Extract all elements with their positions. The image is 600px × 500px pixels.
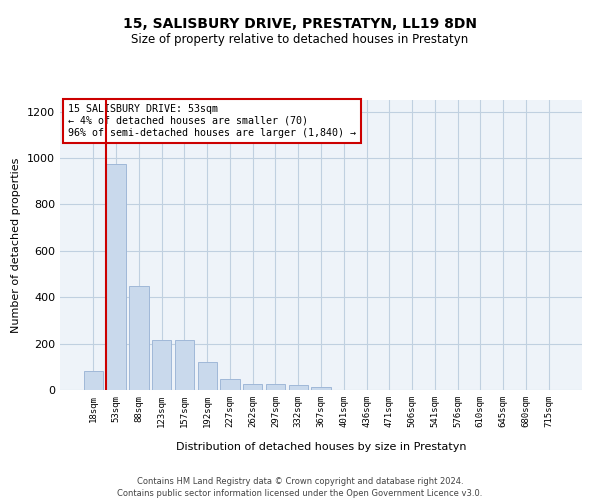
Bar bbox=[311, 387, 331, 390]
Bar bbox=[106, 164, 126, 390]
Bar bbox=[175, 340, 194, 390]
Bar bbox=[289, 386, 308, 390]
Bar bbox=[266, 384, 285, 390]
Text: 15, SALISBURY DRIVE, PRESTATYN, LL19 8DN: 15, SALISBURY DRIVE, PRESTATYN, LL19 8DN bbox=[123, 18, 477, 32]
Bar bbox=[243, 384, 262, 390]
Text: 15 SALISBURY DRIVE: 53sqm
← 4% of detached houses are smaller (70)
96% of semi-d: 15 SALISBURY DRIVE: 53sqm ← 4% of detach… bbox=[68, 104, 356, 138]
Text: Contains public sector information licensed under the Open Government Licence v3: Contains public sector information licen… bbox=[118, 489, 482, 498]
Text: Contains HM Land Registry data © Crown copyright and database right 2024.: Contains HM Land Registry data © Crown c… bbox=[137, 478, 463, 486]
Bar bbox=[197, 362, 217, 390]
Bar bbox=[152, 340, 172, 390]
Text: Size of property relative to detached houses in Prestatyn: Size of property relative to detached ho… bbox=[131, 32, 469, 46]
Text: Distribution of detached houses by size in Prestatyn: Distribution of detached houses by size … bbox=[176, 442, 466, 452]
Bar bbox=[129, 286, 149, 390]
Bar bbox=[84, 372, 103, 390]
Y-axis label: Number of detached properties: Number of detached properties bbox=[11, 158, 22, 332]
Bar bbox=[220, 379, 239, 390]
